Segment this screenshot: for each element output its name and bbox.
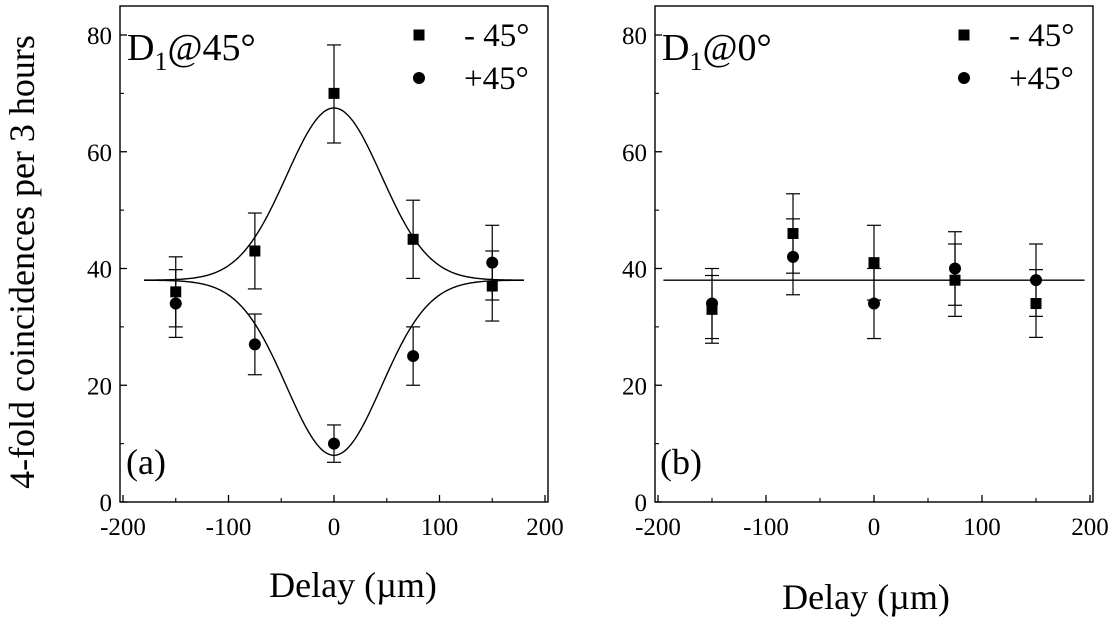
x-tick-label: 200 xyxy=(1071,514,1108,541)
marker-circle xyxy=(248,338,261,351)
y-tick-label: 0 xyxy=(635,490,648,517)
y-tick-label: 40 xyxy=(622,257,647,284)
panel-b: D1@0° (b) Delay (µm) -200 -100 0 100 200 0 20… xyxy=(622,5,1108,617)
panel-title-rest-a: @45° xyxy=(167,27,255,69)
panel-title-main-a: D xyxy=(127,27,154,69)
marker-square xyxy=(868,257,880,269)
x-tick-label: 0 xyxy=(328,514,341,541)
x-tick-label: 0 xyxy=(868,514,881,541)
marker-circle xyxy=(868,297,880,310)
panel-title-b: D1@0° xyxy=(662,27,772,76)
marker-circle xyxy=(1030,274,1042,287)
data-point-circle xyxy=(948,231,962,306)
data-marks-b xyxy=(705,193,1043,344)
data-point-circle xyxy=(705,267,719,340)
data-point-circle xyxy=(247,313,262,376)
y-ticks-b: 0 20 40 60 80 xyxy=(622,23,662,517)
x-tick-label: 200 xyxy=(526,514,564,541)
y-ticks-a: 0 20 40 60 80 xyxy=(87,23,127,517)
x-tick-label: 100 xyxy=(421,514,459,541)
y-tick-label: 20 xyxy=(622,373,647,400)
marker-circle xyxy=(328,437,340,450)
legend-marker-circle xyxy=(413,72,425,84)
legend-label: +45° xyxy=(1009,61,1074,97)
x-tick-label: -100 xyxy=(206,514,252,541)
data-point-circle xyxy=(485,224,500,301)
data-point-circle xyxy=(168,269,183,338)
x-tick-label: -100 xyxy=(743,514,789,541)
y-tick-label: 0 xyxy=(100,490,113,517)
legend-marker-circle xyxy=(958,72,970,84)
marker-circle xyxy=(787,250,799,263)
legend-label: +45° xyxy=(464,61,529,97)
marker-circle xyxy=(169,297,182,310)
y-tick-label: 80 xyxy=(87,23,112,50)
panel-title-a: D1@45° xyxy=(127,27,256,76)
x-ticks-b: -200 -100 0 100 200 xyxy=(635,495,1108,541)
data-point-circle xyxy=(1029,243,1043,317)
x-axis-title-a: Delay (µm) xyxy=(269,565,437,605)
data-marks-a xyxy=(168,44,500,463)
panel-label-a: (a) xyxy=(126,442,166,482)
marker-circle xyxy=(706,297,718,310)
data-point-circle xyxy=(867,267,881,340)
data-point-circle xyxy=(327,424,341,463)
y-tick-label: 20 xyxy=(87,373,112,400)
y-axis-title: 4-fold coincidences per 3 hours xyxy=(2,35,42,489)
panel-a: D1@45° (a) Delay (µm) -200 -100 0 100 200 0 2… xyxy=(87,5,564,605)
x-tick-label: -200 xyxy=(635,514,681,541)
legend-b: - 45° +45° xyxy=(958,18,1074,97)
legend-label: - 45° xyxy=(464,18,529,54)
panel-title-sub-a: 1 xyxy=(154,47,167,76)
panel-title-rest-b: @0° xyxy=(702,27,771,69)
x-axis-title-b: Delay (µm) xyxy=(782,577,950,617)
legend-marker-square xyxy=(413,29,425,41)
panel-label-b: (b) xyxy=(660,442,702,482)
legend-marker-square xyxy=(958,29,970,41)
data-point-square xyxy=(327,44,341,144)
legend-label: - 45° xyxy=(1009,18,1074,54)
data-point-square xyxy=(406,199,421,280)
legend-a: - 45° +45° xyxy=(413,18,529,97)
y-tick-label: 80 xyxy=(622,23,647,50)
x-ticks-a: -200 -100 0 100 200 xyxy=(100,495,564,541)
x-tick-label: 100 xyxy=(963,514,1001,541)
x-tick-label: -200 xyxy=(100,514,146,541)
marker-square xyxy=(249,245,261,257)
data-point-circle xyxy=(786,218,800,296)
marker-square xyxy=(328,87,340,99)
panel-title-sub-b: 1 xyxy=(689,47,702,76)
marker-square xyxy=(407,233,419,245)
y-tick-label: 60 xyxy=(622,140,647,167)
y-tick-label: 60 xyxy=(87,140,112,167)
data-point-square xyxy=(247,212,262,290)
y-tick-label: 40 xyxy=(87,257,112,284)
marker-circle xyxy=(486,256,499,269)
fit-curves-a xyxy=(144,107,524,457)
marker-circle xyxy=(949,262,961,275)
marker-circle xyxy=(407,350,420,363)
data-point-circle xyxy=(406,326,421,386)
panel-title-main-b: D xyxy=(662,27,689,69)
